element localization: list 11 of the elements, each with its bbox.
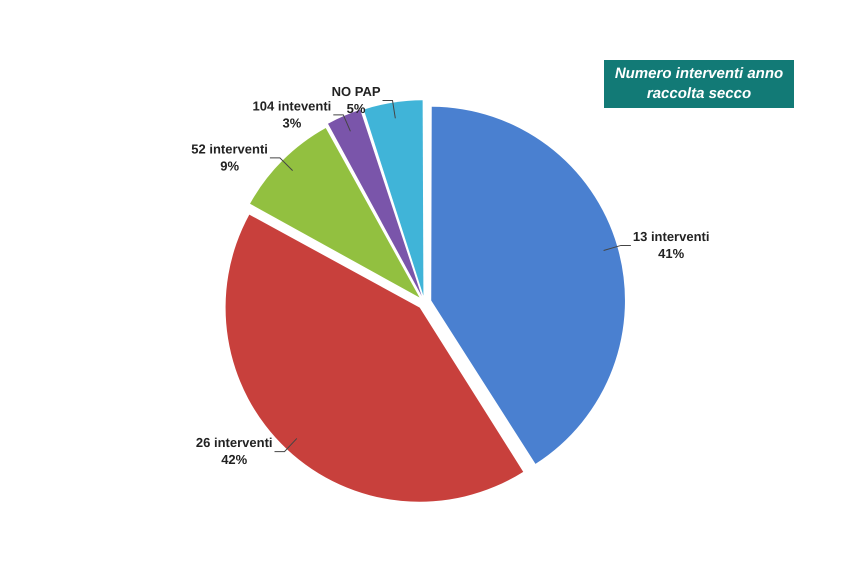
- slice-label: NO PAP: [332, 84, 381, 100]
- data-label: 41%: [658, 246, 685, 262]
- slice-label: 13 interventi: [632, 229, 710, 244]
- slice-label: 26 interventi: [196, 435, 273, 450]
- slice-label: 52 interventi: [191, 141, 268, 156]
- slice-label: 104 inteventi: [252, 98, 332, 114]
- data-label: 5%: [346, 101, 366, 116]
- data-label: 3%: [282, 115, 302, 130]
- data-label: 42%: [221, 452, 248, 468]
- chart-title: Numero interventi anno raccolta secco: [604, 60, 794, 108]
- data-label: 9%: [220, 158, 240, 174]
